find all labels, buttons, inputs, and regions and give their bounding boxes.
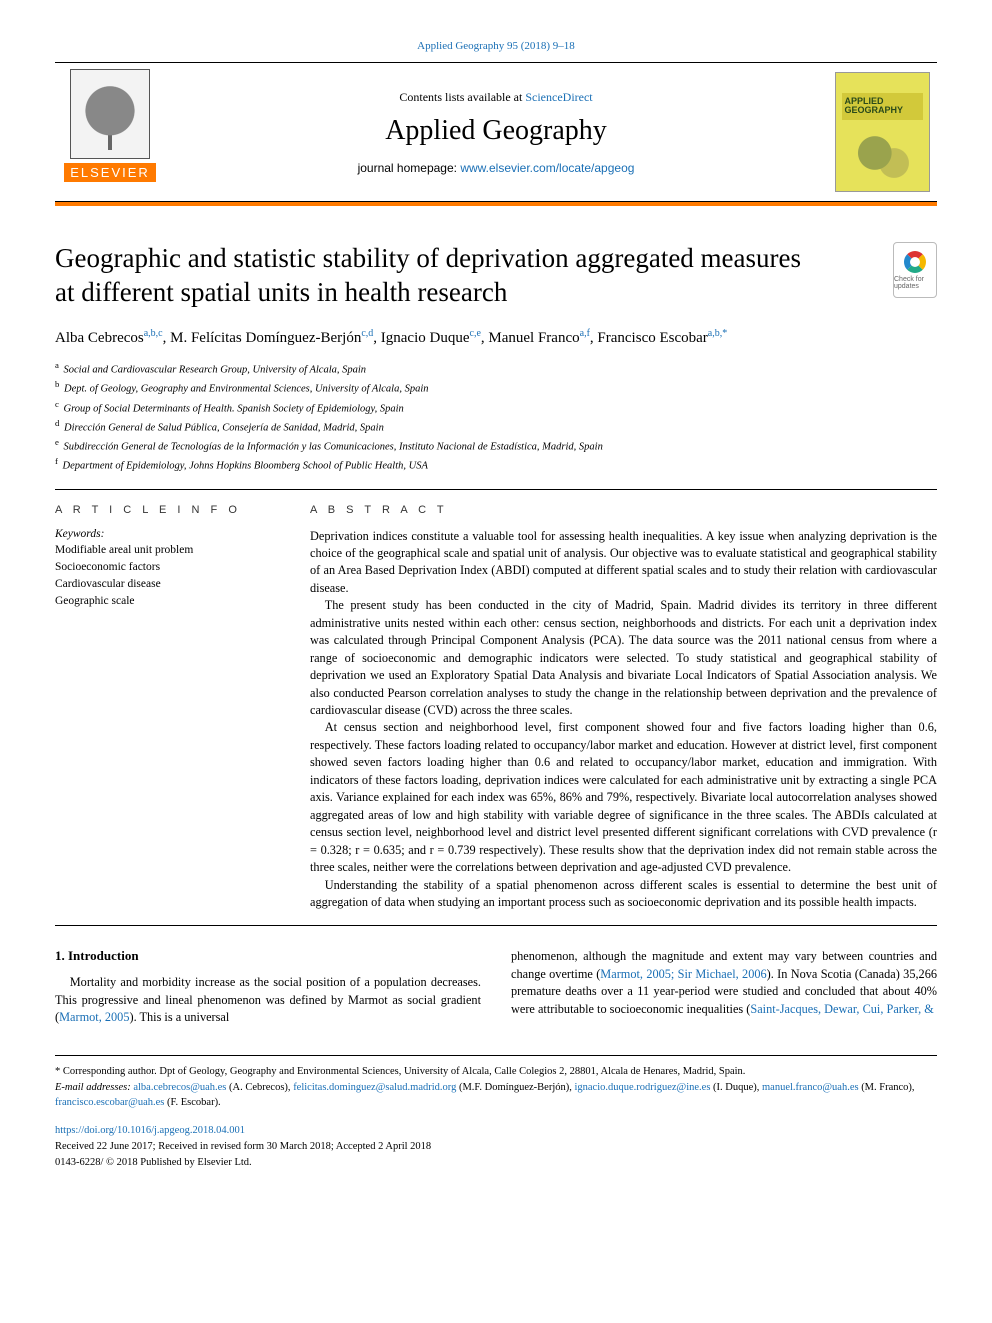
email-owner: (M. Franco), xyxy=(859,1082,915,1093)
email-owner: (I. Duque), xyxy=(710,1082,762,1093)
abstract-body: Deprivation indices constitute a valuabl… xyxy=(310,528,937,912)
homepage-line: journal homepage: www.elsevier.com/locat… xyxy=(358,161,635,175)
article-title: Geographic and statistic stability of de… xyxy=(55,242,825,310)
author-1-aff[interactable]: a,b,c xyxy=(144,328,163,339)
cite-saint-jacques[interactable]: Saint-Jacques, Dewar, Cui, Parker, & xyxy=(750,1002,933,1016)
contents-prefix: Contents lists available at xyxy=(399,90,525,104)
affiliation-list: a Social and Cardiovascular Research Gro… xyxy=(55,359,937,475)
affiliation-item: b Dept. of Geology, Geography and Enviro… xyxy=(55,378,937,397)
check-updates-badge[interactable]: Check for updates xyxy=(893,242,937,298)
author-list: Alba Cebrecosa,b,c, M. Felícitas Domíngu… xyxy=(55,326,937,350)
masthead: ELSEVIER Contents lists available at Sci… xyxy=(55,62,937,202)
abstract-paragraph: Deprivation indices constitute a valuabl… xyxy=(310,528,937,598)
cite-marmot-michael[interactable]: Marmot, 2005; Sir Michael, 2006 xyxy=(600,967,766,981)
corresponding-author-note: * Corresponding author. Dpt of Geology, … xyxy=(55,1064,937,1080)
check-updates-text: Check for updates xyxy=(894,276,936,290)
abstract-paragraph: At census section and neighborhood level… xyxy=(310,719,937,876)
masthead-center: Contents lists available at ScienceDirec… xyxy=(165,63,827,201)
affiliation-item: c Group of Social Determinants of Health… xyxy=(55,398,937,417)
elsevier-tree-icon xyxy=(70,69,150,159)
affiliation-item: a Social and Cardiovascular Research Gro… xyxy=(55,359,937,378)
article-history: Received 22 June 2017; Received in revis… xyxy=(55,1141,431,1152)
email-label: E-mail addresses: xyxy=(55,1082,133,1093)
sciencedirect-link[interactable]: ScienceDirect xyxy=(525,90,592,104)
publisher-logo-block: ELSEVIER xyxy=(55,63,165,201)
journal-cover-icon: APPLIED GEOGRAPHY xyxy=(835,72,930,192)
email-owner: (F. Escobar). xyxy=(164,1097,220,1108)
email-owner: (M.F. Domínguez-Berjón), xyxy=(456,1082,574,1093)
citation-link[interactable]: Applied Geography 95 (2018) 9–18 xyxy=(417,40,575,52)
keywords-label: Keywords: xyxy=(55,528,280,540)
keyword-item: Geographic scale xyxy=(55,593,280,610)
email-link[interactable]: felicitas.dominguez@salud.madrid.org xyxy=(293,1082,456,1093)
intro-text-tail: ). This is a universal xyxy=(129,1010,229,1024)
abstract-paragraph: Understanding the stability of a spatial… xyxy=(310,877,937,912)
publisher-wordmark: ELSEVIER xyxy=(64,163,156,182)
author-4-aff[interactable]: a,f xyxy=(580,328,590,339)
intro-para-right: phenomenon, although the magnitude and e… xyxy=(511,948,937,1018)
publication-info: https://doi.org/10.1016/j.apgeog.2018.04… xyxy=(55,1123,937,1170)
cover-line2: GEOGRAPHY xyxy=(845,105,904,115)
email-link[interactable]: alba.cebrecos@uah.es xyxy=(133,1082,226,1093)
affiliation-item: d Dirección General de Salud Pública, Co… xyxy=(55,417,937,436)
email-link[interactable]: francisco.escobar@uah.es xyxy=(55,1097,164,1108)
body-col-right: phenomenon, although the magnitude and e… xyxy=(511,948,937,1026)
divider xyxy=(55,489,937,490)
footnotes: * Corresponding author. Dpt of Geology, … xyxy=(55,1055,937,1111)
citation-header: Applied Geography 95 (2018) 9–18 xyxy=(55,40,937,52)
author-4: Manuel Franco xyxy=(488,330,579,346)
article-info-head: A R T I C L E I N F O xyxy=(55,504,280,516)
affiliation-item: f Department of Epidemiology, Johns Hopk… xyxy=(55,455,937,474)
issn-copyright: 0143-6228/ © 2018 Published by Elsevier … xyxy=(55,1157,252,1168)
keywords-list: Modifiable areal unit problemSocioeconom… xyxy=(55,542,280,611)
author-5: Francisco Escobar xyxy=(597,330,707,346)
author-5-aff[interactable]: a,b,* xyxy=(708,328,727,339)
affiliation-item: e Subdirección General de Tecnologías de… xyxy=(55,436,937,455)
intro-para-left: Mortality and morbidity increase as the … xyxy=(55,974,481,1026)
email-link[interactable]: ignacio.duque.rodriguez@ine.es xyxy=(574,1082,710,1093)
keyword-item: Socioeconomic factors xyxy=(55,559,280,576)
abstract-head: A B S T R A C T xyxy=(310,504,937,516)
orange-rule xyxy=(55,202,937,206)
author-2-aff[interactable]: c,d xyxy=(361,328,373,339)
doi-link[interactable]: https://doi.org/10.1016/j.apgeog.2018.04… xyxy=(55,1125,245,1136)
body-col-left: 1. Introduction Mortality and morbidity … xyxy=(55,948,481,1026)
journal-homepage-link[interactable]: www.elsevier.com/locate/apgeog xyxy=(460,161,634,175)
keyword-item: Modifiable areal unit problem xyxy=(55,542,280,559)
author-3-aff[interactable]: c,e xyxy=(470,328,481,339)
email-addresses-line: E-mail addresses: alba.cebrecos@uah.es (… xyxy=(55,1080,937,1112)
author-1: Alba Cebrecos xyxy=(55,330,144,346)
body-columns: 1. Introduction Mortality and morbidity … xyxy=(55,948,937,1026)
abstract-column: A B S T R A C T Deprivation indices cons… xyxy=(310,504,937,912)
homepage-prefix: journal homepage: xyxy=(358,161,461,175)
intro-heading: 1. Introduction xyxy=(55,948,481,964)
article-info-column: A R T I C L E I N F O Keywords: Modifiab… xyxy=(55,504,280,912)
contents-line: Contents lists available at ScienceDirec… xyxy=(399,90,592,105)
keyword-item: Cardiovascular disease xyxy=(55,576,280,593)
divider xyxy=(55,925,937,926)
cover-thumb-wrap: APPLIED GEOGRAPHY xyxy=(827,63,937,201)
journal-name: Applied Geography xyxy=(385,115,607,147)
email-owner: (A. Cebrecos), xyxy=(226,1082,293,1093)
cite-marmot-2005[interactable]: Marmot, 2005 xyxy=(59,1010,129,1024)
email-link[interactable]: manuel.franco@uah.es xyxy=(762,1082,859,1093)
crossmark-icon xyxy=(904,251,926,273)
author-3: Ignacio Duque xyxy=(381,330,470,346)
abstract-paragraph: The present study has been conducted in … xyxy=(310,597,937,719)
author-2: M. Felícitas Domínguez-Berjón xyxy=(170,330,361,346)
